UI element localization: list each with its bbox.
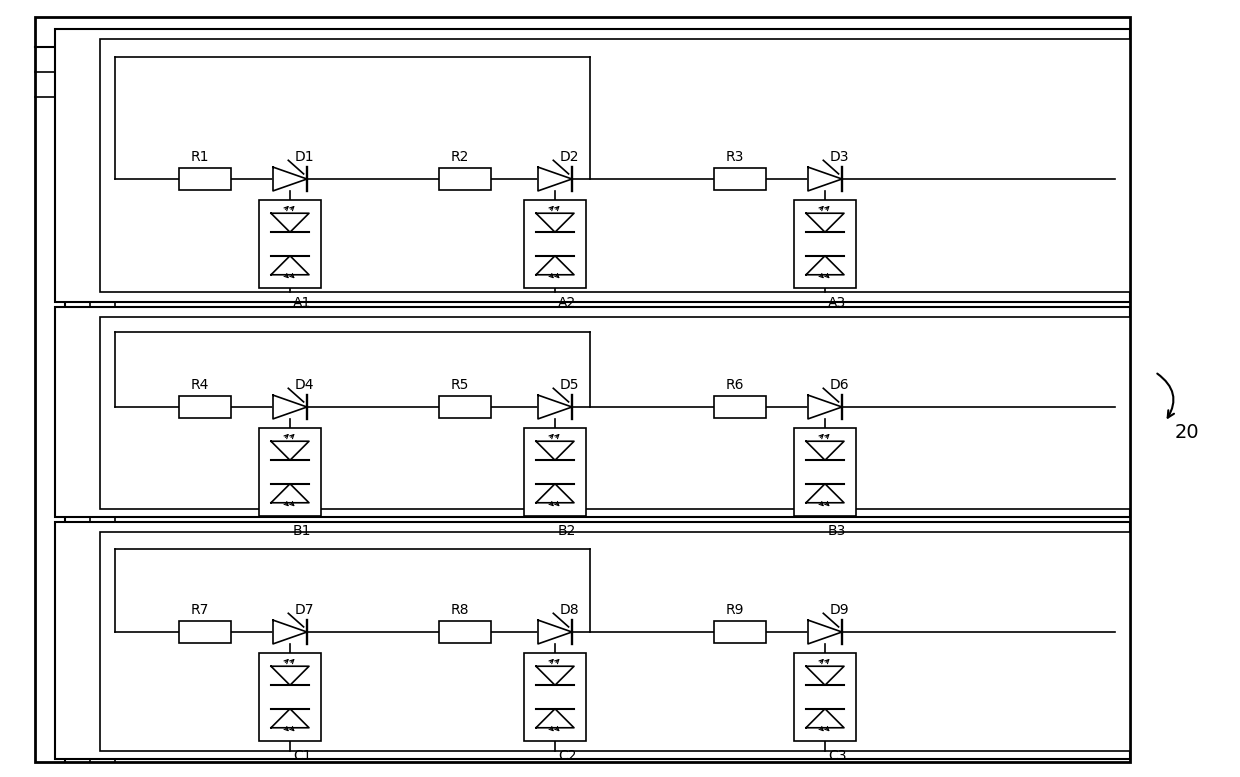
Text: R5: R5 [450,378,469,392]
Polygon shape [536,666,574,685]
Bar [439,396,491,418]
Bar [794,428,856,516]
Bar [179,396,231,418]
Polygon shape [536,484,574,503]
Text: B1: B1 [293,524,311,538]
Bar [439,621,491,643]
Polygon shape [272,213,309,232]
Bar [794,653,856,741]
Polygon shape [808,620,842,644]
Polygon shape [538,620,572,644]
Text: R3: R3 [725,150,744,164]
Bar [259,200,321,288]
Text: R6: R6 [725,378,744,392]
Polygon shape [273,395,308,419]
Bar [525,653,587,741]
Text: R9: R9 [725,603,744,617]
Polygon shape [806,213,844,232]
Text: D5: D5 [560,378,579,392]
Bar [179,168,231,190]
Polygon shape [273,620,308,644]
Polygon shape [806,484,844,503]
Polygon shape [808,167,842,191]
Bar [55,29,1130,302]
Bar [525,428,587,516]
Text: D1: D1 [295,150,315,164]
Polygon shape [806,709,844,728]
Polygon shape [538,167,572,191]
Text: A3: A3 [828,296,846,310]
Polygon shape [536,709,574,728]
Polygon shape [536,441,574,460]
Text: R8: R8 [450,603,469,617]
Polygon shape [272,441,309,460]
Polygon shape [273,167,308,191]
Polygon shape [272,484,309,503]
Bar [794,200,856,288]
Bar [179,621,231,643]
Text: 20: 20 [1176,423,1199,441]
Bar [439,168,491,190]
Bar [525,200,587,288]
Text: R1: R1 [191,150,210,164]
Text: C2: C2 [558,749,577,763]
Text: D8: D8 [560,603,579,617]
Text: B3: B3 [828,524,847,538]
Text: D3: D3 [830,150,849,164]
Text: D6: D6 [830,378,849,392]
Text: C3: C3 [828,749,847,763]
Bar [259,428,321,516]
Bar [100,39,1130,292]
Bar [100,532,1130,751]
Text: R7: R7 [191,603,210,617]
Bar [100,317,1130,509]
Polygon shape [272,256,309,275]
Polygon shape [806,666,844,685]
Text: A2: A2 [558,296,577,310]
Bar [55,522,1130,759]
Bar [714,621,766,643]
Polygon shape [536,256,574,275]
Bar [714,396,766,418]
Bar [35,17,1130,762]
Text: A1: A1 [293,296,311,310]
Polygon shape [272,709,309,728]
Polygon shape [806,441,844,460]
Bar [259,653,321,741]
Polygon shape [806,256,844,275]
Polygon shape [272,666,309,685]
Text: D7: D7 [295,603,315,617]
Bar [714,168,766,190]
Bar [55,307,1130,517]
Text: R4: R4 [191,378,210,392]
Text: D4: D4 [295,378,315,392]
Text: D9: D9 [830,603,849,617]
Text: B2: B2 [558,524,577,538]
Polygon shape [536,213,574,232]
Text: C1: C1 [293,749,311,763]
Polygon shape [538,395,572,419]
Polygon shape [808,395,842,419]
Text: D2: D2 [560,150,579,164]
Text: R2: R2 [450,150,469,164]
